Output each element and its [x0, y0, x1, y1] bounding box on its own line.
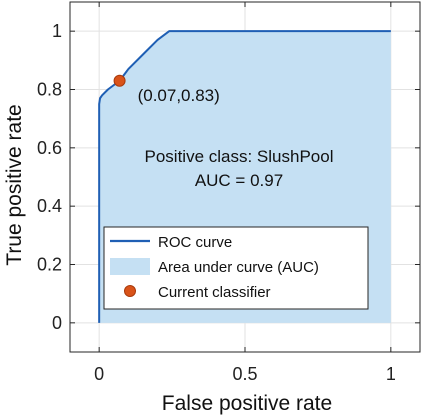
x-axis-title: False positive rate	[162, 392, 332, 415]
y-tick-label: 0	[52, 313, 62, 333]
legend-auc-label: Area under curve (AUC)	[158, 259, 319, 276]
y-tick-label: 0.2	[37, 255, 62, 275]
current-classifier-label: (0.07,0.83)	[138, 86, 220, 105]
x-tick-label: 0.5	[232, 364, 257, 384]
legend: ROC curve Area under curve (AUC) Current…	[103, 226, 369, 310]
x-tick-label: 1	[386, 364, 396, 384]
auc-value-label: AUC = 0.97	[195, 171, 283, 190]
positive-class-label: Positive class: SlushPool	[145, 147, 334, 166]
y-tick-label: 1	[52, 21, 62, 41]
legend-current-classifier-swatch	[124, 285, 136, 297]
point-layer	[113, 74, 126, 87]
y-tick-label: 0.8	[37, 80, 62, 100]
legend-current-classifier-label: Current classifier	[158, 284, 271, 301]
y-tick-label: 0.6	[37, 138, 62, 158]
y-axis-title: True positive rate	[3, 104, 26, 265]
x-tick-label: 0	[94, 364, 104, 384]
legend-roc-label: ROC curve	[158, 234, 232, 251]
legend-auc-swatch	[110, 258, 150, 275]
tick-layer: 0 0.5 1 0 0.2 0.4 0.6 0.8 1	[37, 21, 396, 384]
current-classifier-point	[113, 74, 126, 87]
axes-layer	[69, 1, 421, 353]
y-tick-label: 0.4	[37, 196, 62, 216]
